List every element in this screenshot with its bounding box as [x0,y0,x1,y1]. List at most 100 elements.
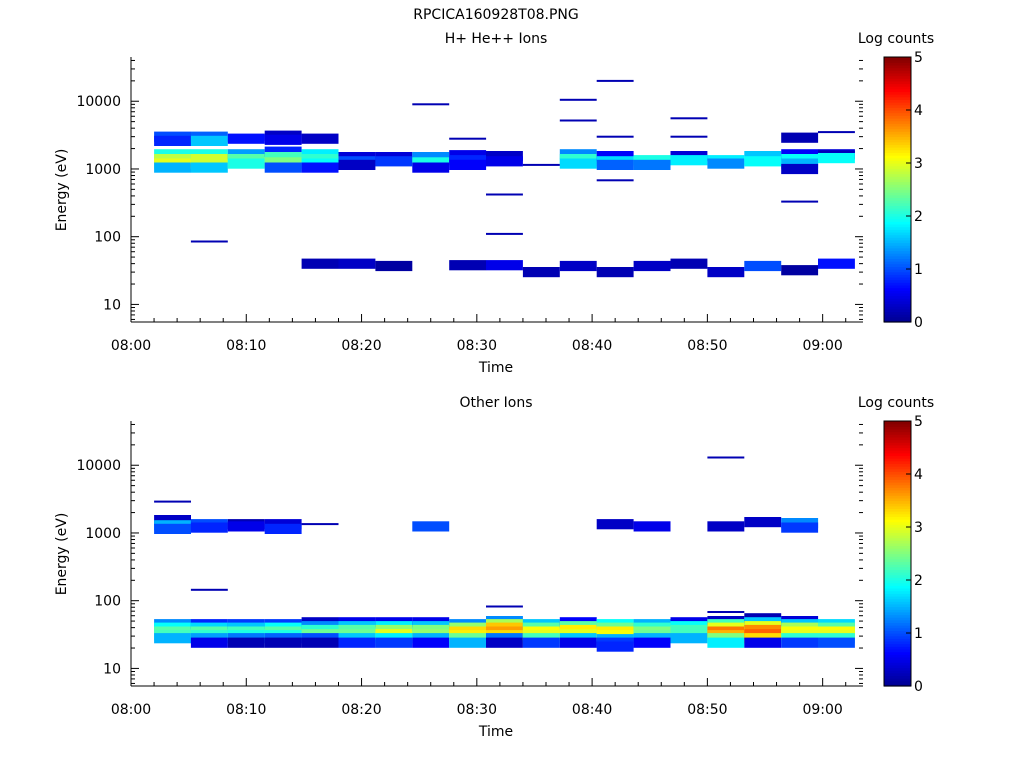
colorbar-segment [884,593,911,597]
colorbar-segment [884,139,911,143]
heatmap-line [301,523,339,526]
colorbar: 0 1 2 3 4 5 [883,50,923,331]
colorbar-segment [884,112,911,116]
colorbar-segment [884,513,911,517]
heatmap-cell [264,162,302,173]
colorbar-label: Log counts [858,395,934,411]
colorbar-segment [884,580,911,584]
colorbar-segment [884,176,911,180]
colorbar: 0 1 2 3 4 5 [883,414,923,695]
x-tick-label: 08:10 [226,338,266,354]
panel-title: H+ He++ Ions [445,31,548,47]
heatmap-line [596,79,634,82]
colorbar-segment [884,319,911,323]
heatmap-cell [781,158,819,169]
heatmap-cell [154,515,191,526]
y-tick-label: 10 [103,297,121,313]
colorbar-segment [884,519,911,523]
colorbar-segment [884,540,911,544]
heatmap-cell [264,523,302,534]
colorbar-tick-label: 1 [914,626,923,642]
x-tick-label: 08:30 [457,702,497,718]
colorbar-segment [884,675,911,679]
figure-title: RPCICA160928T08.PNG [413,7,578,23]
colorbar-segment [884,542,911,547]
colorbar-segment [884,492,911,496]
colorbar-segment [884,585,911,589]
colorbar-segment [884,516,911,520]
heatmap-cell [301,637,339,648]
heatmap-cell [227,637,265,648]
y-tick-label: 10000 [76,458,121,474]
heatmap-line [781,200,819,203]
colorbar-tick-label: 0 [914,679,923,695]
x-axis-label: Time [478,724,513,740]
heatmap-cell [744,637,782,648]
colorbar-segment [884,308,911,312]
heatmap-cell [154,523,191,534]
colorbar-segment [884,550,911,555]
y-tick-label: 100 [94,230,121,246]
panel-other-ions: Other Ions Log counts Time Energy (eV) 0… [54,395,934,740]
colorbar-segment [884,107,911,111]
x-tick-label: 08:40 [572,338,612,354]
colorbar-segment [884,147,911,151]
heatmap-line [486,193,523,196]
colorbar-segment [884,300,911,305]
colorbar-segment [884,117,911,122]
heatmap-cell [670,633,708,644]
colorbar-segment [884,78,911,82]
colorbar-segment [884,247,911,252]
panel-title: Other Ions [459,395,532,411]
colorbar-segment [884,234,911,238]
y-tick-label: 1000 [85,162,121,178]
colorbar-segment [884,495,911,499]
heatmap-cell [522,637,560,648]
heatmap-cell [227,521,265,532]
colorbar-segment [884,651,911,655]
x-axis-label: Time [478,360,513,376]
colorbar-segment [884,569,911,573]
colorbar-tick-label: 5 [914,414,923,430]
heatmap-line [522,163,560,166]
heatmap-cell [227,158,265,169]
colorbar-segment [884,306,911,310]
colorbar-segment [884,574,911,578]
heatmap-cell [375,260,413,272]
colorbar-tick-label: 4 [914,467,923,483]
colorbar-segment [884,460,911,464]
colorbar-segment [884,197,911,201]
colorbar-segment [884,70,911,74]
colorbar-segment [884,617,911,621]
x-tick-label: 09:00 [802,338,842,354]
colorbar-segment [884,561,911,565]
heatmap-cell [559,637,597,648]
heatmap-line [707,456,745,459]
colorbar-segment [884,582,911,586]
colorbar-segment [884,511,911,515]
colorbar-tick-label: 4 [914,103,923,119]
colorbar-segment [884,656,911,661]
colorbar-segment [884,572,911,576]
colorbar-segment [884,136,911,140]
colorbar-segment [884,640,911,645]
heatmap-cell [449,260,487,271]
colorbar-segment [884,194,911,199]
x-tick-label: 08:20 [341,338,381,354]
x-tick-label: 08:20 [341,702,381,718]
heatmap-cell [190,522,228,533]
colorbar-segment [884,471,911,475]
heatmap-line [596,135,634,138]
heatmap-cell [338,258,376,269]
colorbar-segment [884,500,911,504]
heatmap-line [486,605,523,608]
colorbar-segment [884,431,911,435]
heatmap-cell [264,146,302,157]
colorbar-segment [884,439,911,443]
colorbar-segment [884,189,911,193]
colorbar-segment [884,672,911,676]
colorbar-segment [884,67,911,71]
colorbar-segment [884,598,911,602]
heatmap-cell [301,258,339,269]
y-tick-label: 10 [103,661,121,677]
